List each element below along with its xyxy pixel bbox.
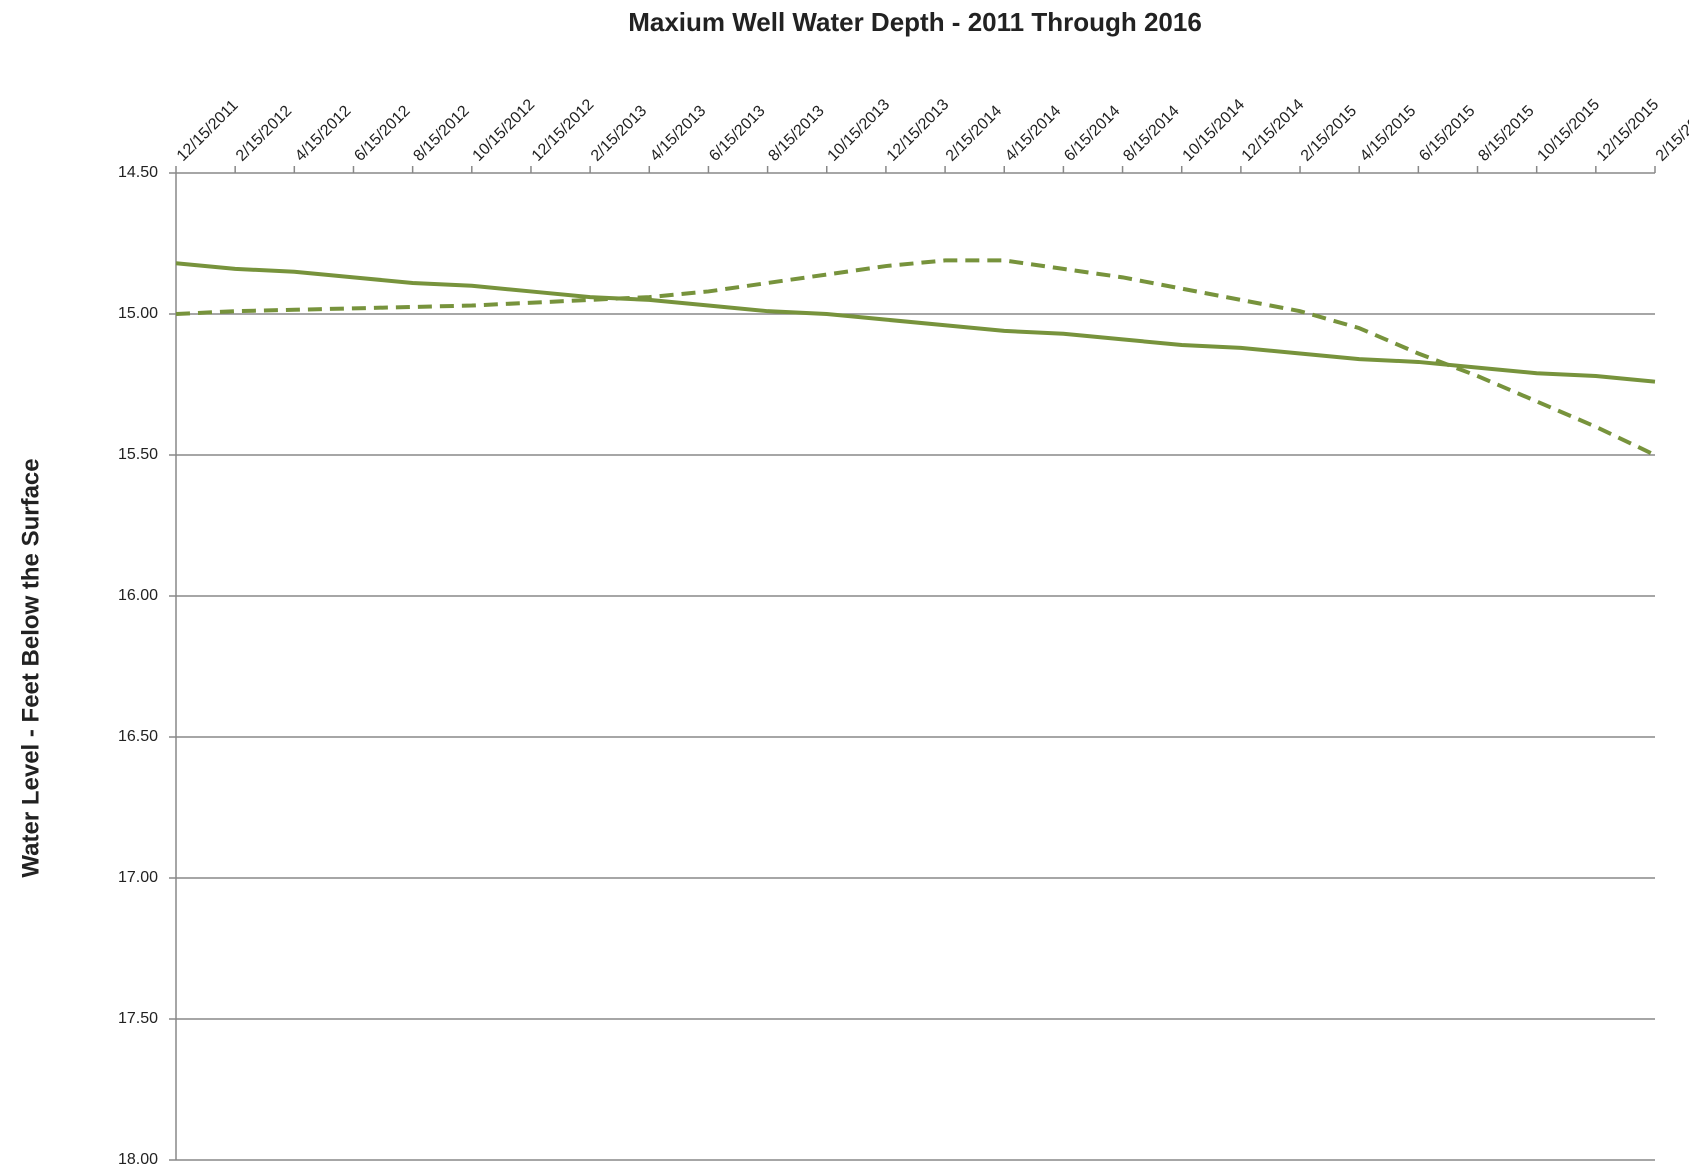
x-tick-label: 8/15/2015: [1475, 102, 1537, 164]
y-axis-label: Water Level - Feet Below the Surface: [17, 458, 44, 877]
x-tick-label: 12/15/2013: [884, 96, 953, 165]
data-line: [175, 261, 1656, 384]
x-tick-label: 10/15/2014: [1180, 96, 1249, 165]
x-tick-label: 2/15/2013: [588, 102, 650, 164]
y-tick-label: 17.00: [118, 869, 158, 886]
x-tick-label: 8/15/2013: [765, 102, 827, 164]
x-tick-label: 12/15/2012: [529, 96, 598, 165]
x-tick-label: 4/15/2015: [1357, 102, 1419, 164]
x-tick-label: 10/15/2013: [825, 96, 894, 165]
x-tick-label: 8/15/2012: [410, 102, 472, 164]
x-tick-label: 6/15/2013: [706, 102, 768, 164]
data-line: [175, 258, 1656, 457]
y-tick-label: 15.50: [118, 446, 158, 463]
y-tick-label: 18.00: [118, 1151, 158, 1168]
x-tick-label: 10/15/2012: [470, 96, 539, 165]
x-tick-label: 12/15/2011: [174, 97, 242, 165]
y-tick-label: 16.50: [118, 728, 158, 745]
x-tick-label: 4/15/2014: [1002, 102, 1064, 164]
x-tick-label: 2/15/2012: [233, 102, 295, 164]
y-tick-label: 17.50: [118, 1010, 158, 1027]
chart-title: Maxium Well Water Depth - 2011 Through 2…: [628, 7, 1202, 37]
y-tick-label: 14.50: [118, 164, 158, 181]
x-tick-label: 12/15/2015: [1594, 96, 1663, 165]
x-tick-label: 6/15/2012: [351, 102, 413, 164]
x-tick-label: 10/15/2015: [1534, 96, 1603, 165]
x-tick-label: 2/15/2015: [1298, 102, 1360, 164]
x-tick-label: 4/15/2012: [292, 102, 354, 164]
y-tick-label: 16.00: [118, 587, 158, 604]
x-tick-label: 6/15/2015: [1416, 102, 1478, 164]
x-tick-label: 2/15/2014: [943, 102, 1005, 164]
x-tick-label: 6/15/2014: [1061, 102, 1123, 164]
y-tick-label: 15.00: [118, 305, 158, 322]
x-tick-label: 12/15/2014: [1239, 96, 1308, 165]
x-tick-label: 4/15/2013: [647, 102, 709, 164]
x-tick-label: 8/15/2014: [1120, 102, 1182, 164]
